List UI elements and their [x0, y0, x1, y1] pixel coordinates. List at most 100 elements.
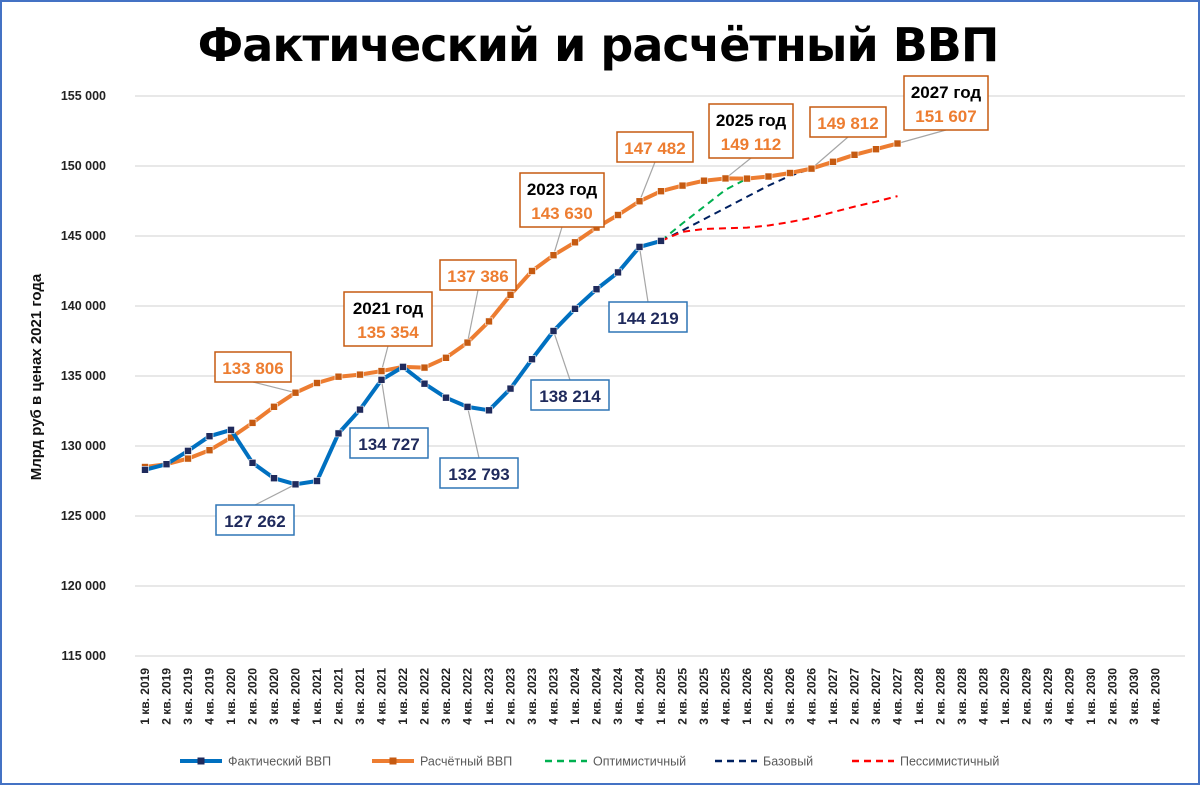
data-point-marker [700, 176, 708, 185]
x-tick-label: 4 кв. 2022 [461, 668, 475, 725]
data-point-marker [463, 403, 472, 411]
data-point-marker [678, 181, 687, 190]
data-label-value: 149 112 [721, 135, 782, 154]
x-tick-label: 3 кв. 2023 [525, 668, 539, 725]
legend: Фактический ВВП Расчётный ВВП Оптимистичны… [180, 755, 999, 769]
x-tick-label: 1 кв. 2027 [826, 668, 840, 725]
x-tick-label: 4 кв. 2020 [289, 668, 303, 725]
data-label-value: 135 354 [357, 323, 419, 342]
data-label-box [708, 103, 794, 159]
data-label-year: 2023 год [527, 180, 598, 199]
data-label-box [809, 106, 887, 138]
leader-line [380, 379, 390, 429]
y-tick-label: 135 000 [61, 369, 106, 383]
data-point-marker [786, 169, 794, 177]
data-label-box [214, 351, 292, 383]
legend-label: Базовый [763, 755, 813, 769]
x-tick-label: 3 кв. 2025 [697, 668, 711, 725]
legend-label: Пессимистичный [900, 755, 999, 769]
data-point-marker [528, 267, 536, 275]
data-point-marker [184, 447, 192, 455]
x-tick-label: 1 кв. 2030 [1084, 668, 1098, 725]
data-point-marker [442, 353, 450, 362]
x-tick-label: 2 кв. 2021 [332, 668, 346, 725]
x-tick-label: 4 кв. 2019 [203, 668, 217, 725]
leader-line [466, 406, 480, 459]
data-point-marker [893, 139, 902, 148]
x-tick-label: 4 кв. 2023 [547, 668, 561, 725]
data-label-value: 134 727 [358, 435, 419, 454]
data-point-marker [420, 379, 429, 388]
series-line-4 [660, 195, 898, 242]
x-tick-label: 2 кв. 2027 [848, 668, 862, 725]
data-labels: 133 806 2021 год 135 354 137 386 2023 год 143… [214, 75, 989, 536]
data-label-box [215, 504, 295, 536]
y-tick-label: 115 000 [62, 649, 107, 663]
data-label-value: 133 806 [222, 359, 283, 378]
x-tick-label: 3 кв. 2024 [611, 668, 625, 725]
data-label-value: 144 219 [617, 309, 678, 328]
data-point-marker [528, 355, 536, 364]
data-point-marker [872, 145, 880, 153]
x-tick-label: 1 кв. 2022 [396, 668, 410, 725]
x-tick-label: 4 кв. 2030 [1149, 668, 1163, 725]
data-label-box [608, 301, 688, 333]
data-point-marker [485, 406, 493, 415]
data-point-marker [356, 370, 364, 379]
leader-line [552, 330, 571, 381]
data-point-marker [549, 251, 558, 259]
x-tick-label: 2 кв. 2028 [934, 668, 948, 725]
x-tick-label: 2 кв. 2030 [1106, 668, 1120, 725]
leader-line [552, 226, 563, 256]
data-point-marker [485, 317, 493, 326]
data-label-box [530, 379, 610, 411]
legend-marker [197, 757, 205, 765]
data-label-box [343, 291, 433, 347]
x-tick-label: 1 кв. 2025 [654, 668, 668, 725]
data-point-marker [807, 164, 816, 173]
data-point-marker [506, 384, 515, 393]
data-label-year: 2025 год [716, 111, 787, 130]
data-point-marker [291, 480, 300, 489]
data-point-marker [614, 211, 622, 219]
x-tick-label: 4 кв. 2021 [375, 668, 389, 725]
data-label-value: 132 793 [448, 465, 509, 484]
x-tick-label: 1 кв. 2023 [482, 668, 496, 725]
x-tick-label: 1 кв. 2024 [568, 668, 582, 725]
data-point-marker [334, 372, 343, 381]
x-tick-label: 4 кв. 2026 [805, 668, 819, 725]
data-label-year: 2027 год [911, 83, 982, 102]
y-tick-label: 140 000 [61, 299, 106, 313]
data-point-marker [506, 290, 515, 299]
x-tick-label: 3 кв. 2020 [267, 668, 281, 725]
legend-label: Оптимистичный [593, 755, 686, 769]
data-label-value: 127 262 [224, 512, 285, 531]
legend-label: Расчётный ВВП [420, 755, 512, 769]
x-tick-label: 1 кв. 2028 [912, 668, 926, 725]
data-point-marker [463, 338, 472, 347]
data-point-marker [184, 454, 192, 463]
data-point-marker [592, 285, 601, 294]
data-label-value: 151 607 [915, 107, 976, 126]
chart-title: Фактический и расчётный ВВП [197, 18, 1000, 72]
data-point-marker [635, 197, 644, 206]
x-tick-label: 2 кв. 2025 [676, 668, 690, 725]
x-tick-label: 3 кв. 2030 [1127, 668, 1141, 725]
y-tick-label: 145 000 [61, 229, 106, 243]
x-tick-label: 3 кв. 2019 [181, 668, 195, 725]
data-point-marker [270, 474, 278, 483]
x-tick-label: 1 кв. 2021 [310, 668, 324, 725]
leader-line [897, 129, 947, 145]
x-tick-label: 3 кв. 2029 [1041, 668, 1055, 725]
leader-line [466, 289, 479, 343]
y-tick-label: 120 000 [61, 579, 106, 593]
x-tick-label: 4 кв. 2024 [633, 668, 647, 725]
data-point-marker [614, 268, 622, 277]
data-label-value: 137 386 [447, 267, 508, 286]
data-label-box [439, 457, 519, 489]
data-point-marker [721, 174, 730, 183]
data-point-marker [377, 367, 386, 375]
data-point-marker [549, 327, 558, 335]
y-tick-label: 125 000 [61, 509, 106, 523]
x-tick-label: 2 кв. 2026 [762, 668, 776, 725]
